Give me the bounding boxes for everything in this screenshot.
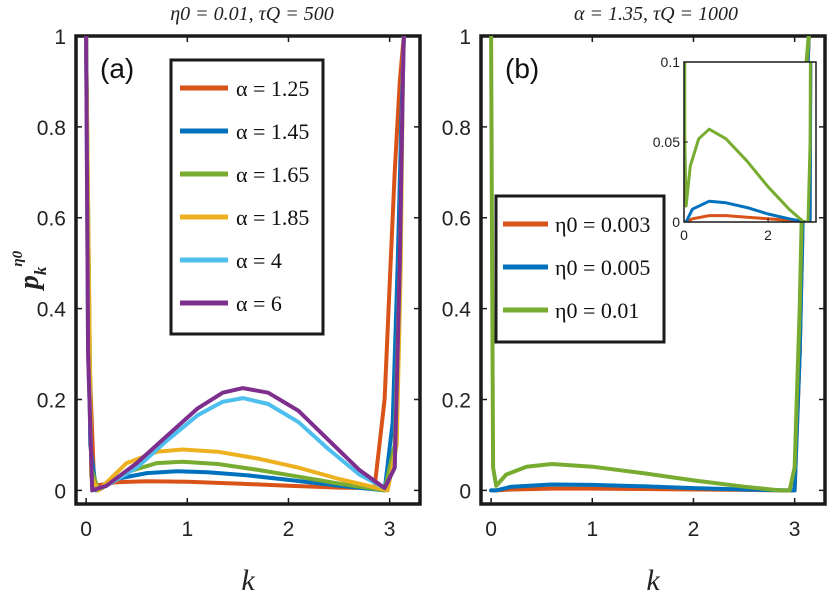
panel-b-axes: 0 1 2 3 0 0.2 0.4 0.6 0.8 1: [442, 26, 825, 541]
panel-a-ytick-label: 0.4: [37, 299, 67, 322]
panel-a-ylabel: pkη0: [10, 250, 50, 291]
panel-a-legend-label-2: α = 1.65: [236, 162, 309, 187]
panel-a-xtick-label: 0: [80, 518, 92, 541]
panel-a-legend-label-3: α = 1.85: [236, 205, 309, 230]
panel-b-ytick-label: 0.6: [442, 208, 471, 231]
panel-b-xtick-label: 2: [688, 518, 700, 541]
panel-a-legend: [169, 58, 325, 336]
panel-b-ytick-label: 0: [459, 480, 471, 503]
panel-a-legend-entries: α = 1.25 α = 1.45 α = 1.65 α = 1.85 α = 4 α =…: [180, 76, 309, 316]
panel-b-ytick-label: 1: [459, 26, 471, 49]
panel-b-ytick-label: 0.8: [442, 117, 471, 140]
panel-b-label: (b): [505, 53, 539, 84]
panel-a-axes: 0 1 2 3 0 0.2 0.4 0.6 0.8 1: [37, 26, 420, 541]
panel-b-legend-label-2: η0 = 0.01: [555, 298, 639, 323]
inset-ytick-label: 0.05: [653, 134, 680, 150]
panel-b-ytick-label: 0.2: [442, 389, 471, 412]
panel-a-ytick-label: 0.8: [37, 117, 66, 140]
panel-a-lines: [84, 36, 406, 493]
inset-background: [684, 62, 816, 222]
panel-a-title: η0 = 0.01, τQ = 500: [170, 3, 334, 25]
panel-a-ytick-label: 0: [54, 480, 66, 503]
inset-ytick-label: 0: [672, 214, 680, 230]
inset-xtick-label: 0: [680, 227, 688, 243]
inset-series-line-1: [684, 62, 813, 222]
panel-b-legend-label-0: η0 = 0.003: [555, 212, 650, 237]
panel-a-legend-label-1: α = 1.45: [236, 119, 309, 144]
panel-b-xtick-label: 1: [586, 518, 598, 541]
panel-b-ytick-label: 0.4: [442, 299, 472, 322]
panel-a-xtick-label: 3: [384, 518, 396, 541]
panel-b-xlabel: k: [646, 564, 660, 597]
panel-b-xtick-label: 3: [789, 518, 801, 541]
svg-text:pkη0: pkη0: [10, 250, 50, 291]
panel-a-xlabel: k: [241, 564, 255, 597]
panel-a-xtick-label: 1: [181, 518, 193, 541]
inset-series-line-2: [684, 62, 812, 222]
panel-a-legend-label-4: α = 4: [236, 248, 282, 273]
panel-b-legend-label-1: η0 = 0.005: [555, 255, 650, 280]
panel-a-series-line-5: [84, 36, 406, 493]
panel-a-xtick-label: 2: [283, 518, 295, 541]
panel-a-legend-label-0: α = 1.25: [236, 76, 309, 101]
panel-a-ytick-label: 0.6: [37, 208, 66, 231]
panel-b-frame: [479, 34, 827, 506]
inset-frame: [683, 61, 817, 223]
panel-a-ytick-label: 1: [54, 26, 66, 49]
panel-a-frame: [74, 34, 422, 506]
panel-b-title: α = 1.35, τQ = 1000: [574, 3, 738, 25]
panel-b-legend-entries: η0 = 0.003 η0 = 0.005 η0 = 0.01: [503, 212, 650, 323]
inset-ytick-label: 0.1: [661, 54, 681, 70]
panel-a-label: (a): [100, 53, 134, 84]
panel-a-ytick-label: 0.2: [37, 389, 66, 412]
panel-a-legend-label-5: α = 6: [236, 291, 282, 316]
panel-b-lines: [489, 36, 811, 493]
panel-b-series-line-2: [489, 36, 811, 493]
inset-xtick-label: 2: [764, 227, 772, 243]
panel-b-xtick-label: 0: [485, 518, 497, 541]
